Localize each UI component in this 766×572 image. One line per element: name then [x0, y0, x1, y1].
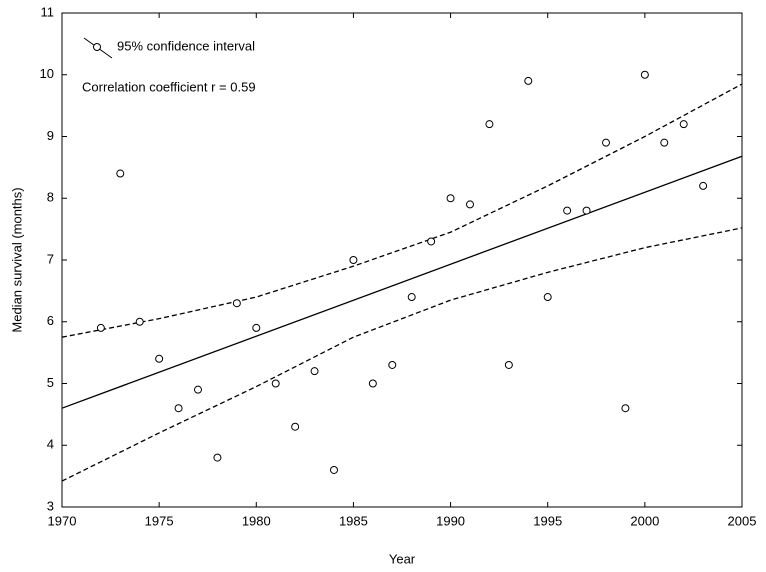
- data-point: [271, 379, 280, 388]
- y-tick-label: 7: [47, 251, 54, 266]
- x-tick-label: 1980: [242, 513, 271, 528]
- data-point: [194, 385, 202, 394]
- data-point: [582, 206, 591, 215]
- y-tick-label: 4: [47, 437, 54, 452]
- data-point: [699, 181, 708, 190]
- y-tick-label: 6: [47, 313, 54, 328]
- data-point: [310, 367, 319, 376]
- x-tick-label: 1985: [339, 513, 368, 528]
- y-tick-label: 8: [47, 190, 54, 205]
- annotation: Correlation coefficient r = 0.59: [82, 79, 256, 94]
- x-tick-label: 1995: [533, 513, 562, 528]
- data-point: [660, 138, 669, 147]
- fit-line: [61, 155, 743, 409]
- data-point: [640, 70, 649, 79]
- data-point: [427, 237, 436, 246]
- x-tick-label: 2005: [728, 513, 757, 528]
- legend-label: 95% confidence interval: [117, 38, 255, 53]
- data-point: [232, 299, 241, 308]
- data-point: [174, 404, 183, 413]
- x-tick-label: 1970: [48, 513, 77, 528]
- data-point: [485, 120, 494, 129]
- data-point: [407, 293, 416, 302]
- y-axis-label: Median survival (months): [9, 187, 24, 332]
- data-point: [543, 293, 552, 302]
- data-point: [96, 323, 105, 332]
- y-tick-label: 9: [47, 128, 54, 143]
- data-point: [116, 169, 125, 178]
- ci-upper: [61, 83, 743, 338]
- data-point: [291, 422, 300, 431]
- ci-lower: [61, 227, 743, 482]
- data-point: [349, 256, 358, 264]
- data-point: [563, 206, 572, 215]
- y-tick-label: 10: [40, 66, 54, 81]
- data-point: [466, 200, 474, 209]
- x-tick-label: 1975: [145, 513, 174, 528]
- y-tick-label: 11: [41, 4, 55, 19]
- data-point: [213, 453, 222, 462]
- data-point: [524, 76, 533, 85]
- data-point: [135, 317, 144, 326]
- y-tick-label: 5: [47, 375, 54, 390]
- y-tick-label: 3: [47, 498, 54, 513]
- data-point: [602, 138, 610, 147]
- data-point: [330, 465, 338, 474]
- x-axis-label: Year: [389, 551, 416, 566]
- data-point: [155, 354, 164, 363]
- x-tick-label: 2000: [630, 513, 659, 528]
- legend-marker: [93, 43, 101, 51]
- x-tick-label: 1990: [436, 513, 465, 528]
- data-point: [388, 360, 397, 369]
- data-point: [504, 360, 513, 369]
- data-point: [446, 194, 455, 203]
- data-point: [368, 379, 377, 388]
- data-point: [679, 120, 688, 129]
- data-point: [621, 404, 630, 413]
- data-point: [252, 323, 261, 332]
